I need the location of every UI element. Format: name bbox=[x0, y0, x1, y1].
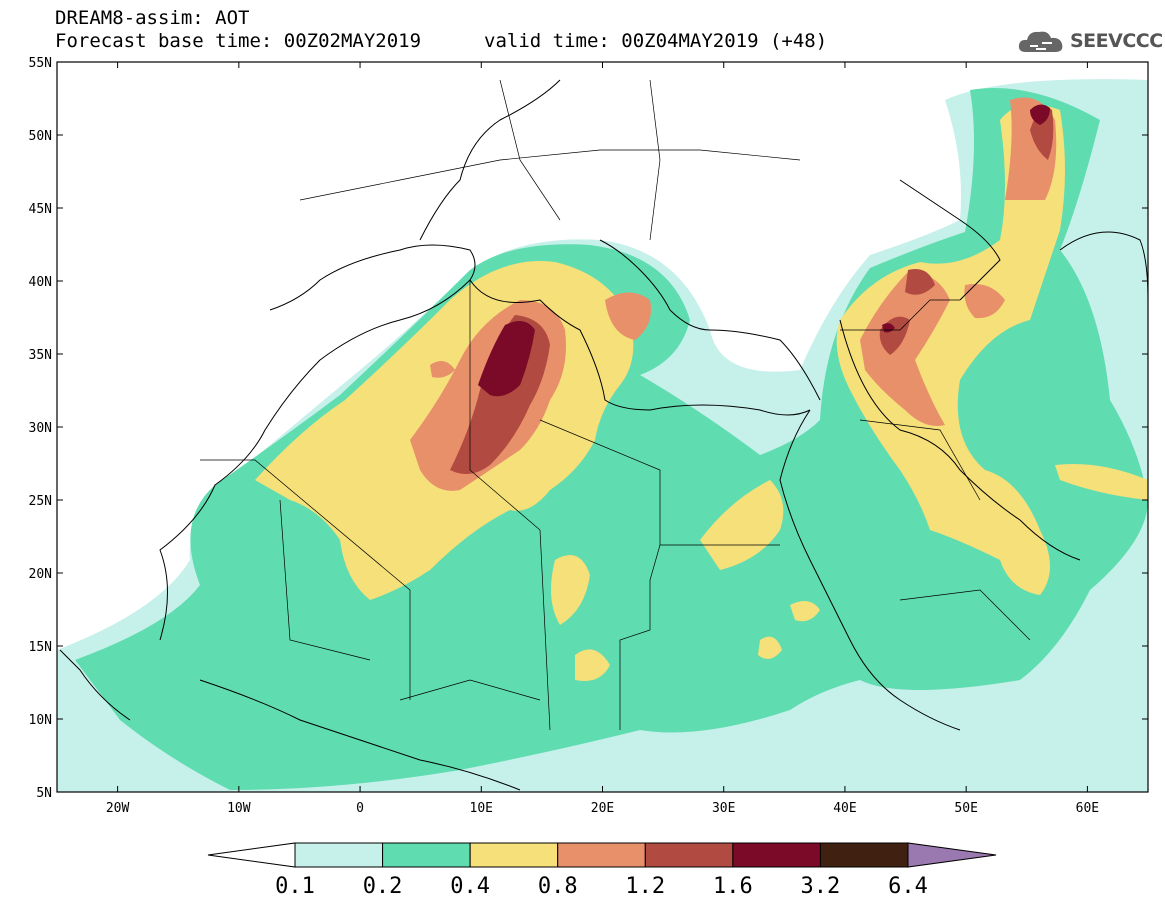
colorbar-segment bbox=[382, 842, 471, 868]
valid-time: valid time: 00Z04MAY2019 (+48) bbox=[484, 30, 828, 52]
coastlines bbox=[59, 79, 1148, 791]
lat-tick-label: 30N bbox=[29, 421, 52, 436]
latitude-axis: 55N 50N 45N 40N 35N 30N 25N 20N 15N 10N 5N bbox=[29, 56, 1148, 801]
colorbar-segment bbox=[644, 842, 734, 868]
colorbar-segment bbox=[469, 842, 559, 868]
colorbar-segment bbox=[557, 842, 646, 868]
longitude-axis: 20W 10W 0 10E 20E 30E 40E 50E 60E bbox=[106, 62, 1099, 816]
lat-tick-label: 25N bbox=[29, 494, 52, 509]
lon-tick-label: 50E bbox=[954, 801, 977, 816]
lon-tick-label: 10W bbox=[227, 801, 251, 816]
colorbar: 0.1 0.2 0.4 0.8 1.2 1.6 3.2 6.4 bbox=[207, 842, 997, 899]
colorbar-level-label: 0.2 bbox=[363, 874, 403, 899]
colorbar-under-triangle bbox=[207, 842, 296, 868]
lat-tick-label: 20N bbox=[29, 567, 52, 582]
seevccc-logo: SEEVCCC bbox=[1016, 26, 1163, 56]
colorbar-over-triangle bbox=[907, 842, 997, 868]
lat-tick-label: 45N bbox=[29, 202, 52, 217]
lon-tick-label: 30E bbox=[712, 801, 735, 816]
colorbar-level-label: 3.2 bbox=[801, 874, 841, 899]
lon-tick-label: 10E bbox=[470, 801, 493, 816]
colorbar-segment bbox=[294, 842, 384, 868]
logo-text: SEEVCCC bbox=[1070, 30, 1163, 52]
lat-tick-label: 10N bbox=[29, 713, 52, 728]
aot-level-0.2 bbox=[75, 88, 1148, 790]
colorbar-level-label: 6.4 bbox=[888, 874, 928, 899]
lon-tick-label: 20E bbox=[591, 801, 614, 816]
lon-tick-label: 0 bbox=[356, 801, 364, 816]
colorbar-segment bbox=[732, 842, 821, 868]
lat-tick-label: 35N bbox=[29, 348, 52, 363]
lon-tick-label: 20W bbox=[106, 801, 130, 816]
lat-tick-label: 5N bbox=[36, 786, 52, 801]
lat-tick-label: 50N bbox=[29, 129, 52, 144]
colorbar-level-label: 0.4 bbox=[450, 874, 490, 899]
cloud-icon bbox=[1018, 31, 1063, 52]
chart-title: DREAM8-assim: AOT bbox=[55, 7, 250, 29]
colorbar-level-label: 0.8 bbox=[538, 874, 578, 899]
colorbar-level-label: 1.2 bbox=[625, 874, 665, 899]
colorbar-level-label: 0.1 bbox=[275, 874, 315, 899]
colorbar-level-label: 1.6 bbox=[713, 874, 753, 899]
lon-tick-label: 40E bbox=[833, 801, 856, 816]
lon-tick-label: 60E bbox=[1076, 801, 1099, 816]
forecast-base-time: Forecast base time: 00Z02MAY2019 bbox=[55, 30, 422, 52]
lat-tick-label: 15N bbox=[29, 640, 52, 655]
colorbar-segment bbox=[819, 842, 909, 868]
lat-tick-label: 40N bbox=[29, 275, 52, 290]
aot-field bbox=[57, 62, 1148, 792]
lat-tick-label: 55N bbox=[29, 56, 52, 71]
country-borders bbox=[200, 79, 1031, 731]
